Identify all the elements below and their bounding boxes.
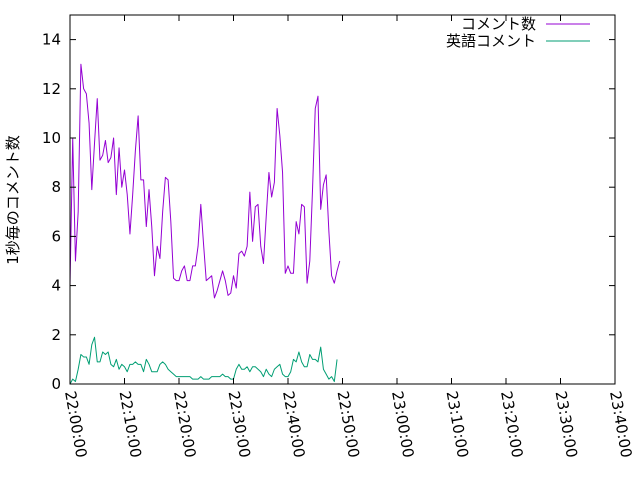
x-tick-label: 22:50:00: [334, 390, 363, 459]
y-tick-label: 4: [51, 277, 61, 295]
x-tick-label: 23:10:00: [443, 390, 472, 459]
series-line-0: [69, 63, 341, 299]
x-tick-label: 23:40:00: [606, 390, 635, 459]
y-tick-label: 0: [51, 375, 61, 393]
y-tick-label: 2: [51, 326, 61, 344]
y-tick-label: 6: [51, 227, 61, 245]
y-axis-label: 1秒毎のコメント数: [4, 135, 22, 265]
legend-label: コメント数: [461, 15, 536, 33]
y-tick-label: 10: [42, 129, 61, 147]
x-tick-label: 22:00:00: [61, 390, 90, 459]
plot-frame: [69, 14, 616, 385]
x-tick-label: 22:20:00: [170, 390, 199, 459]
x-tick-label: 23:20:00: [497, 390, 526, 459]
x-tick-label: 22:10:00: [116, 390, 145, 459]
y-tick-label: 12: [42, 80, 61, 98]
x-tick-label: 22:40:00: [279, 390, 308, 459]
x-tick-label: 23:30:00: [552, 390, 581, 459]
x-tick-label: 22:30:00: [225, 390, 254, 459]
series-line-1: [69, 336, 338, 385]
y-tick-label: 8: [51, 178, 61, 196]
y-tick-label: 14: [42, 31, 61, 49]
x-tick-label: 23:00:00: [388, 390, 417, 459]
legend-label: 英語コメント: [446, 32, 536, 50]
